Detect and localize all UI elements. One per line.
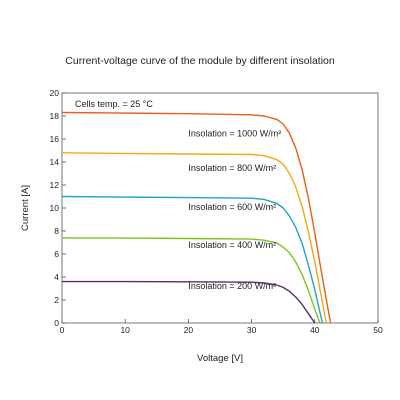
cells-temperature-annotation: Cells temp. = 25 °C [75, 99, 153, 109]
series-line-3 [61, 237, 321, 324]
x-tick-label-5: 50 [373, 325, 383, 335]
series-label-3: Insolation = 400 W/m² [188, 240, 276, 250]
series-line-2 [61, 195, 324, 324]
y-tick-label-4: 8 [54, 226, 59, 236]
y-tick-label-9: 18 [50, 111, 60, 121]
series-line-0 [61, 111, 332, 324]
y-tick-label-2: 4 [54, 272, 59, 282]
x-tick-label-2: 20 [184, 325, 194, 335]
x-axis-label: Voltage [V] [197, 353, 243, 364]
y-tick-label-3: 6 [54, 249, 59, 259]
series-label-4: Insolation = 200 W/m² [188, 281, 276, 291]
y-tick-label-6: 12 [50, 180, 60, 190]
y-tick-label-10: 20 [50, 88, 60, 98]
y-tick-label-8: 16 [50, 134, 60, 144]
y-tick-label-0: 0 [54, 318, 59, 328]
y-tick-label-7: 14 [50, 157, 60, 167]
series-label-2: Insolation = 600 W/m² [188, 202, 276, 212]
x-tick-label-3: 30 [247, 325, 257, 335]
y-tick-label-5: 10 [50, 203, 60, 213]
series-line-1 [61, 152, 327, 324]
y-axis-label: Current [A] [20, 185, 31, 231]
x-tick-label-0: 0 [60, 325, 65, 335]
series-label-0: Insolation = 1000 W/m² [188, 128, 281, 138]
chart-title: Current-voltage curve of the module by d… [65, 55, 335, 67]
x-tick-label-1: 10 [120, 325, 130, 335]
series-line-4 [62, 280, 316, 324]
y-tick-label-1: 2 [54, 295, 59, 305]
series-label-1: Insolation = 800 W/m² [188, 163, 276, 173]
x-tick-label-4: 40 [310, 325, 320, 335]
